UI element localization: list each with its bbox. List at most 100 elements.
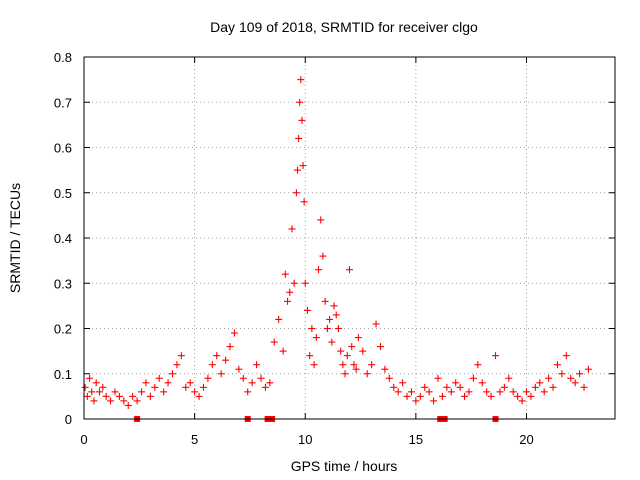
y-tick-label: 0.1 bbox=[54, 367, 72, 382]
data-point bbox=[275, 315, 283, 323]
data-point bbox=[160, 388, 168, 396]
data-point bbox=[372, 320, 380, 328]
grid bbox=[84, 57, 615, 419]
data-point bbox=[182, 383, 190, 391]
data-point bbox=[332, 311, 340, 319]
data-point bbox=[319, 252, 327, 260]
data-point bbox=[474, 361, 482, 369]
y-tick-label: 0.8 bbox=[54, 50, 72, 65]
data-point bbox=[540, 388, 548, 396]
data-point bbox=[509, 388, 517, 396]
data-point bbox=[330, 302, 338, 310]
data-point bbox=[571, 379, 579, 387]
data-point bbox=[129, 392, 137, 400]
data-point bbox=[142, 379, 150, 387]
data-point bbox=[461, 392, 469, 400]
data-point bbox=[483, 388, 491, 396]
data-point bbox=[339, 361, 347, 369]
data-point bbox=[107, 397, 115, 405]
data-point bbox=[478, 379, 486, 387]
data-point bbox=[407, 388, 415, 396]
data-point bbox=[416, 392, 424, 400]
data-point bbox=[299, 162, 307, 170]
data-point bbox=[300, 198, 308, 206]
data-point bbox=[536, 379, 544, 387]
data-point bbox=[456, 383, 464, 391]
data-point bbox=[399, 379, 407, 387]
plot-frame bbox=[83, 56, 616, 420]
data-point bbox=[146, 392, 154, 400]
data-point bbox=[352, 365, 360, 373]
data-point bbox=[177, 352, 185, 360]
data-point bbox=[290, 279, 298, 287]
data-point bbox=[239, 374, 247, 382]
data-point bbox=[348, 343, 356, 351]
data-point bbox=[308, 325, 316, 332]
data-point bbox=[83, 392, 91, 400]
data-point bbox=[111, 388, 119, 396]
chart-title: Day 109 of 2018, SRMTID for receiver clg… bbox=[210, 19, 478, 35]
data-point bbox=[261, 383, 269, 391]
data-point bbox=[337, 347, 345, 355]
data-point bbox=[553, 361, 561, 369]
data-point bbox=[281, 270, 289, 278]
data-point bbox=[452, 379, 460, 387]
data-point bbox=[99, 383, 107, 391]
data-point bbox=[580, 383, 588, 391]
data-point bbox=[381, 365, 389, 373]
data-point bbox=[438, 392, 446, 400]
data-point bbox=[505, 374, 513, 382]
data-point bbox=[303, 306, 311, 314]
data-point bbox=[469, 374, 477, 382]
data-point bbox=[317, 216, 325, 224]
data-point bbox=[321, 297, 329, 305]
data-point bbox=[301, 279, 309, 287]
data-point bbox=[279, 347, 287, 355]
data-point bbox=[518, 397, 526, 405]
data-point bbox=[500, 383, 508, 391]
y-tick-label: 0.2 bbox=[54, 322, 72, 337]
x-tick-label: 0 bbox=[80, 432, 87, 447]
x-tick-label: 10 bbox=[298, 432, 312, 447]
data-point bbox=[334, 325, 342, 332]
data-point bbox=[298, 116, 306, 124]
data-point bbox=[295, 134, 303, 142]
data-point bbox=[350, 361, 358, 369]
data-point bbox=[315, 266, 323, 274]
data-point bbox=[138, 388, 146, 396]
x-tick-label: 15 bbox=[409, 432, 423, 447]
data-point bbox=[151, 383, 159, 391]
y-tick-label: 0.3 bbox=[54, 276, 72, 291]
data-point bbox=[412, 397, 420, 405]
data-point bbox=[155, 374, 163, 382]
y-tick-label: 0.6 bbox=[54, 141, 72, 156]
data-point bbox=[230, 329, 238, 337]
data-point bbox=[115, 392, 123, 400]
data-point bbox=[288, 225, 296, 233]
data-point bbox=[531, 383, 539, 391]
x-axis-label: GPS time / hours bbox=[291, 458, 398, 474]
data-point bbox=[208, 361, 216, 369]
data-point bbox=[430, 397, 438, 405]
data-point bbox=[186, 379, 194, 387]
data-point bbox=[292, 189, 300, 197]
data-point bbox=[527, 392, 535, 400]
data-point bbox=[169, 370, 176, 378]
x-tick-label: 20 bbox=[519, 432, 533, 447]
data-point bbox=[492, 352, 500, 360]
x-tick-label: 5 bbox=[191, 432, 198, 447]
data-point bbox=[421, 383, 429, 391]
data-point bbox=[346, 266, 353, 274]
data-point bbox=[326, 315, 334, 323]
data-point bbox=[390, 383, 398, 391]
data-point bbox=[341, 370, 349, 378]
data-point bbox=[235, 365, 243, 373]
data-point bbox=[124, 401, 132, 409]
data-point bbox=[434, 374, 442, 382]
y-axis-label: SRMTID / TECUs bbox=[7, 183, 23, 293]
data-point bbox=[584, 365, 592, 373]
data-point bbox=[257, 374, 265, 382]
data-point bbox=[394, 388, 402, 396]
data-point bbox=[191, 388, 199, 396]
y-tick-label: 0.7 bbox=[54, 95, 72, 110]
